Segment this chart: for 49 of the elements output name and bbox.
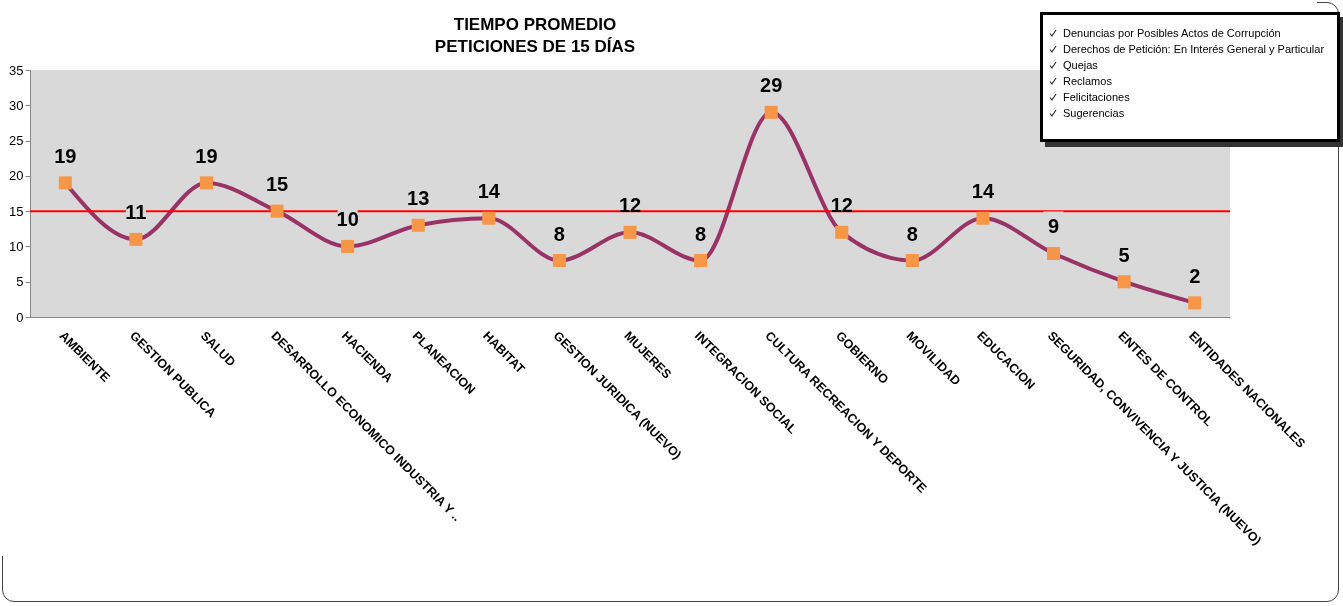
y-tick-label: 0	[16, 309, 24, 325]
point	[976, 211, 990, 225]
annotation: Quejas	[1063, 59, 1098, 71]
data-label: 11	[125, 201, 147, 224]
data-label: 8	[906, 222, 918, 245]
y-tick-label: 10	[9, 238, 24, 254]
y-tick-label: 20	[9, 168, 24, 184]
point	[835, 225, 849, 239]
point	[694, 254, 708, 268]
data-label: 13	[407, 187, 430, 210]
annotation: Felicitaciones	[1063, 91, 1130, 103]
data-label: 29	[760, 74, 783, 97]
y-tick-label: 30	[9, 97, 24, 113]
chart-title: TIEMPO PROMEDIO PETICIONES DE 15 DÍAS	[434, 15, 636, 56]
data-label: 12	[618, 194, 642, 217]
data-label: 5	[1118, 243, 1130, 266]
text: Denuncias por Posibles Actos de Corrupción	[1063, 27, 1281, 39]
y-tick-label: 25	[9, 133, 24, 149]
point	[341, 239, 355, 253]
data-label: 19	[195, 144, 218, 167]
point	[764, 105, 778, 119]
point	[129, 232, 143, 246]
data-label: 10	[336, 208, 359, 231]
y-tick-label: 5	[16, 274, 24, 290]
text: Derechos de Petición: En Interés General y Particular	[1063, 43, 1325, 55]
data-label: 15	[265, 173, 289, 196]
annotation: Sugerencias	[1063, 107, 1125, 119]
data-label: 9	[1047, 215, 1060, 238]
point	[270, 204, 284, 218]
point	[58, 176, 72, 190]
point	[482, 211, 496, 225]
point	[411, 218, 425, 232]
data-label: 8	[695, 222, 707, 245]
point	[905, 254, 919, 268]
data-label: 19	[54, 144, 77, 167]
data-label: 8	[553, 222, 565, 245]
point	[1047, 246, 1061, 260]
point	[552, 254, 566, 268]
data-label: 12	[830, 194, 853, 217]
point	[1188, 296, 1202, 310]
y-tick-label: 15	[9, 203, 24, 219]
data-label: 2	[1189, 264, 1201, 287]
data-label: 14	[971, 180, 995, 203]
annotation: Reclamos	[1063, 75, 1112, 87]
y-tick-label: 35	[9, 62, 24, 78]
data-label: 14	[477, 180, 501, 203]
point	[199, 176, 213, 190]
point	[1117, 275, 1131, 289]
point	[623, 225, 637, 239]
